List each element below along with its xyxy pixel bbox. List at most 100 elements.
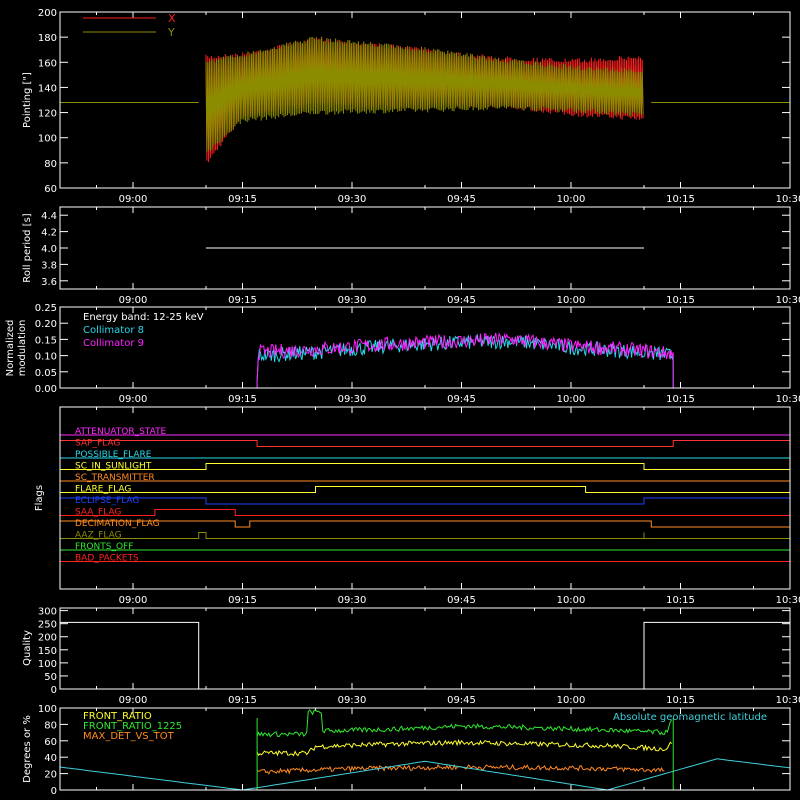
quality-x-ticks: 09:00 09:15 09:30 09:45 10:00 10:15 10:30 xyxy=(96,608,800,706)
ratio-series xyxy=(59,708,791,791)
pointing-ylabel: Pointing ["] xyxy=(22,72,33,128)
panel-quality: 0 50 100 150 200 250 300 09:00 09:15 09:30 09:45 1… xyxy=(22,607,800,706)
x-tick-label: 10:00 xyxy=(557,595,586,606)
pointing-series xyxy=(60,36,790,163)
flag-label-sc-in-sunlight: SC_IN_SUNLIGHT xyxy=(75,462,152,472)
modulation-series xyxy=(60,332,790,389)
y-tick-label: 0.10 xyxy=(35,352,57,363)
x-tick-label: 09:30 xyxy=(338,695,367,706)
x-tick-label: 09:00 xyxy=(119,595,148,606)
y-tick-label: 20 xyxy=(44,770,57,781)
y-tick-label: 0.25 xyxy=(35,303,57,314)
y-tick-label: 0.05 xyxy=(35,368,57,379)
x-tick-label: 09:30 xyxy=(338,595,367,606)
y-tick-label: 4.0 xyxy=(41,244,57,255)
geomag-latitude-line xyxy=(59,758,791,791)
flag-label-saa-flag: SAA_FLAG xyxy=(75,508,121,518)
y-tick-label: 3.8 xyxy=(41,260,57,271)
y-tick-label: 180 xyxy=(38,33,57,44)
legend-y-label: Y xyxy=(167,26,175,39)
x-tick-label: 10:00 xyxy=(557,295,586,306)
x-tick-label: 09:45 xyxy=(447,695,476,706)
flag-line-flare-flag xyxy=(60,486,790,493)
y-tick-label: 4.4 xyxy=(41,211,57,222)
y-tick-label: 0.15 xyxy=(35,335,57,346)
y-tick-label: 150 xyxy=(38,646,57,657)
x-tick-label: 09:15 xyxy=(228,194,257,205)
flag-label-bad-packets: BAD_PACKETS xyxy=(75,554,139,564)
roll-period-y-ticks: 3.6 3.8 4.0 4.2 4.4 xyxy=(41,211,790,288)
roll-period-x-ticks: 09:00 09:15 09:30 09:45 10:00 10:15 10:30 xyxy=(96,207,800,306)
y-tick-label: 40 xyxy=(44,753,57,764)
y-tick-label: 200 xyxy=(38,633,57,644)
x-tick-label: 10:15 xyxy=(666,295,695,306)
legend-collimator-9: Collimator 9 xyxy=(83,338,144,349)
x-tick-label: 10:15 xyxy=(666,394,695,405)
legend-collimator-8: Collimator 8 xyxy=(83,325,144,336)
flag-label-flare-flag: FLARE_FLAG xyxy=(75,485,131,495)
pointing-legend: X Y xyxy=(83,12,176,39)
flag-label-eclipse-flag: ECLIPSE_FLAG xyxy=(75,496,139,506)
modulation-x-ticks: 09:00 09:15 09:30 09:45 10:00 10:15 10:30 xyxy=(96,307,800,405)
y-tick-label: 100 xyxy=(38,659,57,670)
front-ratio-1225-line xyxy=(256,709,673,738)
legend-front-ratio-1225: FRONT_RATIO_1225 xyxy=(83,721,182,732)
y-tick-label: 80 xyxy=(44,159,57,170)
flag-label-decimation-flag: DECIMATION_FLAG xyxy=(75,519,160,529)
x-tick-label: 10:15 xyxy=(666,194,695,205)
ratios-y-ticks: 0 20 40 60 80 100 xyxy=(38,704,790,797)
y-tick-label: 300 xyxy=(38,607,57,618)
geomag-latitude-label: Absolute geomagnetic latitude xyxy=(613,712,767,723)
x-tick-label: 09:15 xyxy=(228,295,257,306)
flag-line-aaz-flag xyxy=(60,532,790,539)
x-tick-label: 09:30 xyxy=(338,194,367,205)
y-tick-label: 250 xyxy=(38,620,57,631)
y-tick-label: 0.20 xyxy=(35,319,57,330)
x-tick-label: 09:15 xyxy=(228,394,257,405)
y-tick-label: 60 xyxy=(44,184,57,195)
y-tick-label: 0.00 xyxy=(35,384,57,395)
quality-y-ticks: 0 50 100 150 200 250 300 xyxy=(38,607,790,696)
pointing-y-ticks: 60 80 100 120 140 160 180 200 xyxy=(38,8,790,195)
flag-label-attenuator-state: ATTENUATOR_STATE xyxy=(75,427,167,437)
y-tick-label: 160 xyxy=(38,58,57,69)
energy-band-annotation: Energy band: 12-25 keV xyxy=(83,312,204,323)
flags-ylabel: Flags xyxy=(34,485,45,511)
x-tick-label: 10:30 xyxy=(776,295,800,306)
roll-period-ylabel: Roll period [s] xyxy=(22,213,33,282)
x-tick-label: 09:30 xyxy=(338,295,367,306)
x-tick-label: 09:45 xyxy=(447,394,476,405)
panel-ratios: 0 20 40 60 80 100 FRONT_RATIO FRONT_RATIO_122… xyxy=(22,704,791,797)
flag-label-fronts-off: FRONTS_OFF xyxy=(75,542,133,552)
y-tick-label: 80 xyxy=(44,720,57,731)
panel-modulation: 0.00 0.05 0.10 0.15 0.20 0.25 09:00 09:15 09:30… xyxy=(5,303,800,405)
x-tick-label: 09:30 xyxy=(338,394,367,405)
y-tick-label: 200 xyxy=(38,8,57,19)
x-tick-label: 09:00 xyxy=(119,295,148,306)
y-tick-label: 120 xyxy=(38,109,57,120)
y-tick-label: 100 xyxy=(38,704,57,715)
x-tick-label: 09:45 xyxy=(447,295,476,306)
y-tick-label: 140 xyxy=(38,83,57,94)
x-tick-label: 10:30 xyxy=(776,194,800,205)
pointing-y-line xyxy=(205,36,644,152)
x-tick-label: 09:15 xyxy=(228,595,257,606)
flag-label-sap-flag: SAP_FLAG xyxy=(75,439,120,449)
collimator-9-line xyxy=(60,332,790,389)
x-tick-label: 09:15 xyxy=(228,695,257,706)
legend-max-det-vs-tot: MAX_DET_VS_TOT xyxy=(83,731,175,742)
x-tick-label: 10:00 xyxy=(557,695,586,706)
y-tick-label: 50 xyxy=(44,672,57,683)
flag-line-sap-flag xyxy=(60,440,790,447)
x-tick-label: 10:30 xyxy=(776,595,800,606)
x-tick-label: 09:00 xyxy=(119,194,148,205)
flag-line-eclipse-flag xyxy=(60,497,790,505)
y-tick-label: 3.6 xyxy=(41,277,57,288)
y-tick-label: 0 xyxy=(51,786,57,797)
quality-ylabel: Quality xyxy=(22,630,33,666)
x-tick-label: 09:45 xyxy=(447,595,476,606)
modulation-y-ticks: 0.00 0.05 0.10 0.15 0.20 0.25 xyxy=(35,303,790,395)
